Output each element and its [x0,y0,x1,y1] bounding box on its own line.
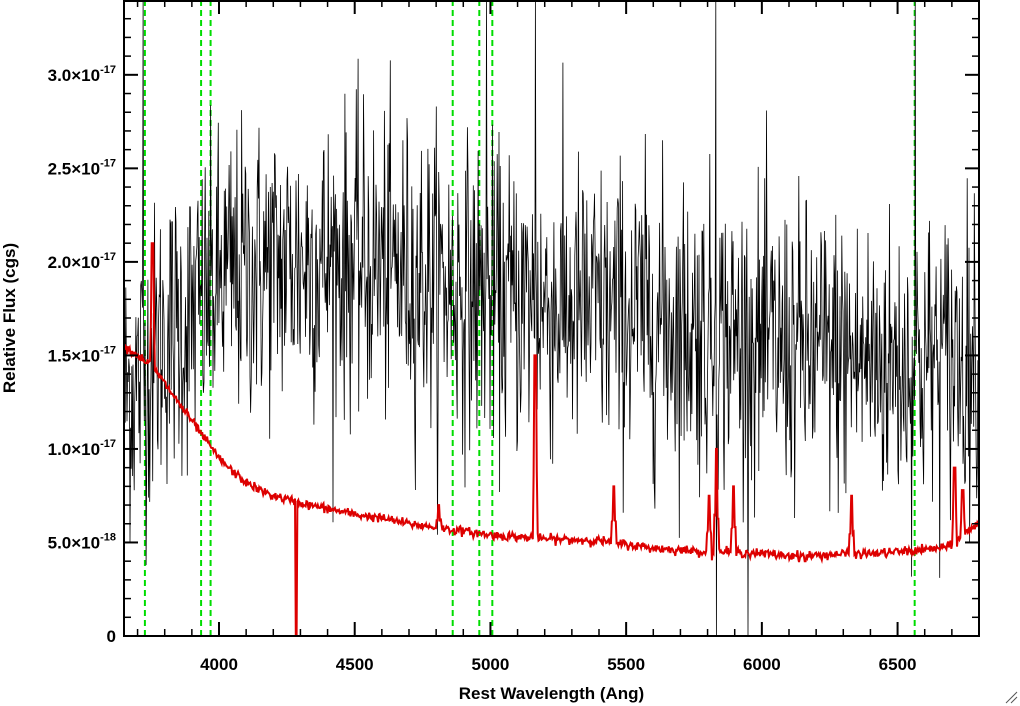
x-tick-label: 6000 [743,655,781,674]
x-tick-label: 5000 [472,655,510,674]
model-spectrum [123,242,980,637]
x-axis-ticks: 4000 4500 5000 5500 6000 6500 [136,0,980,674]
x-axis-title: Rest Wavelength (Ang) [459,684,644,703]
y-tick-label: 2.5×10-17 [48,157,116,178]
model-spectrum-line [123,242,980,637]
y-tick-label: 2.0×10-17 [48,251,116,272]
plot-frame [123,0,980,637]
x-tick-label: 6500 [879,655,917,674]
resize-grip-icon[interactable] [1004,690,1018,704]
observed-spectrum [123,0,979,637]
y-axis-ticks: 0 5.0×10-18 1.0×10-17 1.5×10-17 2.0×10-17 2.5… [48,17,979,646]
x-tick-label: 4500 [336,655,374,674]
y-tick-label: 1.0×10-17 [48,438,116,459]
y-axis-title: Relative Flux (cgs) [0,243,19,393]
y-tick-label: 1.5×10-17 [48,344,116,365]
observed-spectrum-line [123,0,979,637]
x-tick-label: 5500 [607,655,645,674]
x-tick-label: 4000 [200,655,238,674]
y-tick-label: 3.0×10-17 [48,64,116,85]
y-tick-label: 0 [107,627,116,646]
y-tick-label: 5.0×10-18 [48,531,116,552]
